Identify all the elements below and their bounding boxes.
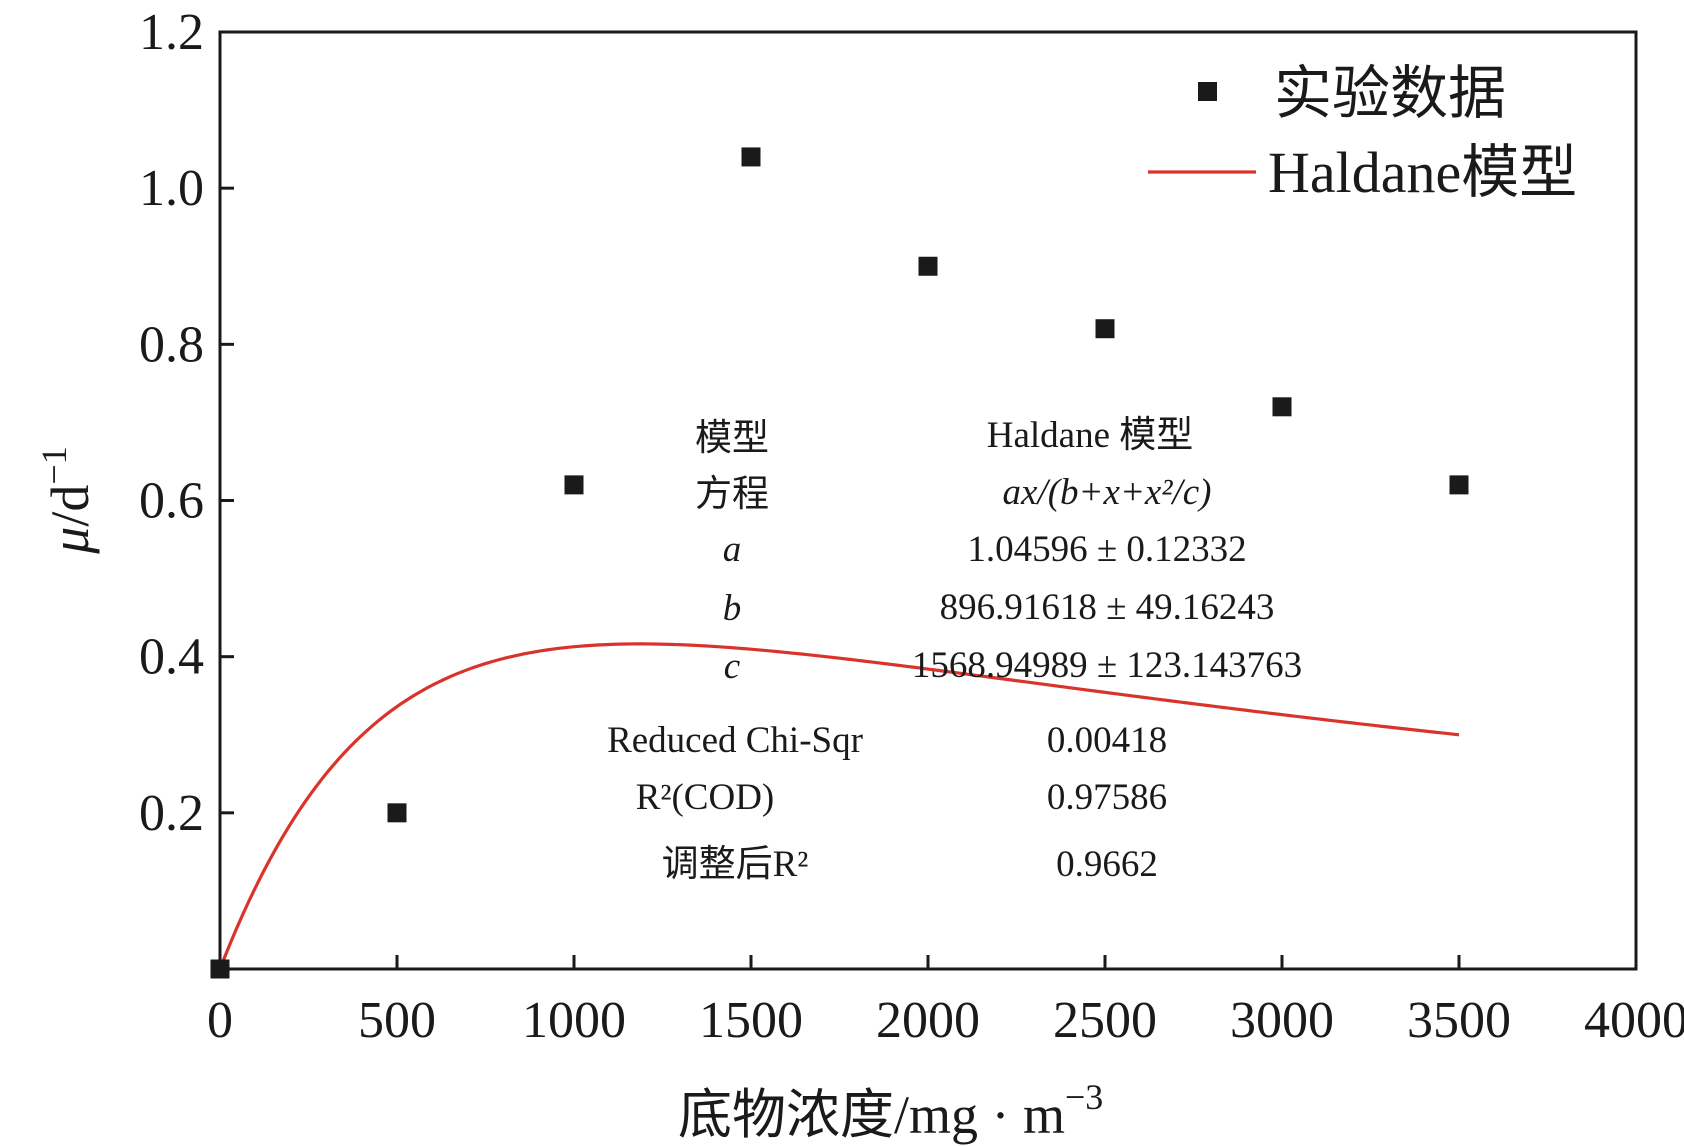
y-axis-tick-labels: 0.2 0.4 0.6 0.8 1.0 1.2: [139, 4, 204, 842]
y-tick-label: 0.6: [139, 473, 204, 530]
table-value-chi-sqr: 0.00418: [1047, 720, 1167, 761]
y-tick-label: 0.4: [139, 629, 204, 686]
table-label-c: c: [724, 646, 741, 687]
table-value-adj-r2: 0.9662: [1056, 844, 1158, 885]
y-tick-label: 0.8: [139, 316, 204, 373]
legend-label-experimental: 实验数据: [1274, 61, 1506, 126]
x-tick-label: 0: [207, 992, 233, 1049]
x-tick-label: 1000: [522, 992, 626, 1049]
legend: 实验数据 Haldane模型: [1148, 61, 1577, 205]
x-tick-label: 3000: [1230, 992, 1334, 1049]
table-label-b: b: [723, 588, 742, 629]
table-label-equation: 方程: [695, 473, 769, 515]
y-tick-label: 1.0: [139, 160, 204, 217]
legend-label-haldane: Haldane模型: [1268, 140, 1577, 205]
y-axis-title: μ/d−1: [34, 446, 100, 554]
data-point: [1449, 475, 1469, 495]
data-point: [741, 147, 761, 167]
data-point: [387, 803, 407, 823]
data-point: [564, 475, 584, 495]
table-value-a: 1.04596 ± 0.12332: [967, 529, 1246, 570]
y-tick-label: 1.2: [139, 4, 204, 61]
x-tick-label: 1500: [699, 992, 803, 1049]
haldane-fit-line: [218, 642, 1460, 970]
table-value-c: 1568.94989 ± 123.143763: [912, 645, 1302, 686]
data-point: [210, 959, 230, 979]
table-label-chi-sqr: Reduced Chi-Sqr: [607, 720, 863, 761]
table-value-b: 896.91618 ± 49.16243: [940, 587, 1275, 628]
x-tick-label: 4000: [1584, 992, 1684, 1049]
y-tick-label: 0.2: [139, 785, 204, 842]
table-value-equation: ax/(b+x+x²/c): [1003, 472, 1212, 513]
table-label-adj-r2: 调整后R²: [662, 843, 809, 885]
x-tick-label: 500: [358, 992, 436, 1049]
x-tick-label: 2500: [1053, 992, 1157, 1049]
y-axis-ticks: [220, 186, 234, 815]
data-point: [1272, 397, 1292, 417]
table-label-a: a: [723, 529, 742, 570]
data-point: [918, 256, 938, 276]
x-tick-label: 3500: [1407, 992, 1511, 1049]
table-value-r2-cod: 0.97586: [1047, 777, 1167, 818]
x-tick-label: 2000: [876, 992, 980, 1049]
data-point: [1095, 319, 1115, 339]
experimental-points: [210, 147, 1469, 979]
table-label-r2-cod: R²(COD): [636, 777, 775, 818]
table-label-model: 模型: [695, 417, 769, 459]
legend-marker-square: [1198, 82, 1217, 101]
fit-table: 模型 Haldane 模型 方程 ax/(b+x+x²/c) a 1.04596…: [607, 414, 1302, 885]
x-axis-ticks: [395, 955, 1461, 969]
x-axis-tick-labels: 0 500 1000 1500 2000 2500 3000 3500 4000: [207, 992, 1684, 1049]
table-value-model: Haldane 模型: [987, 414, 1194, 456]
x-axis-title: 底物浓度/mg · m−3: [678, 1077, 1103, 1145]
